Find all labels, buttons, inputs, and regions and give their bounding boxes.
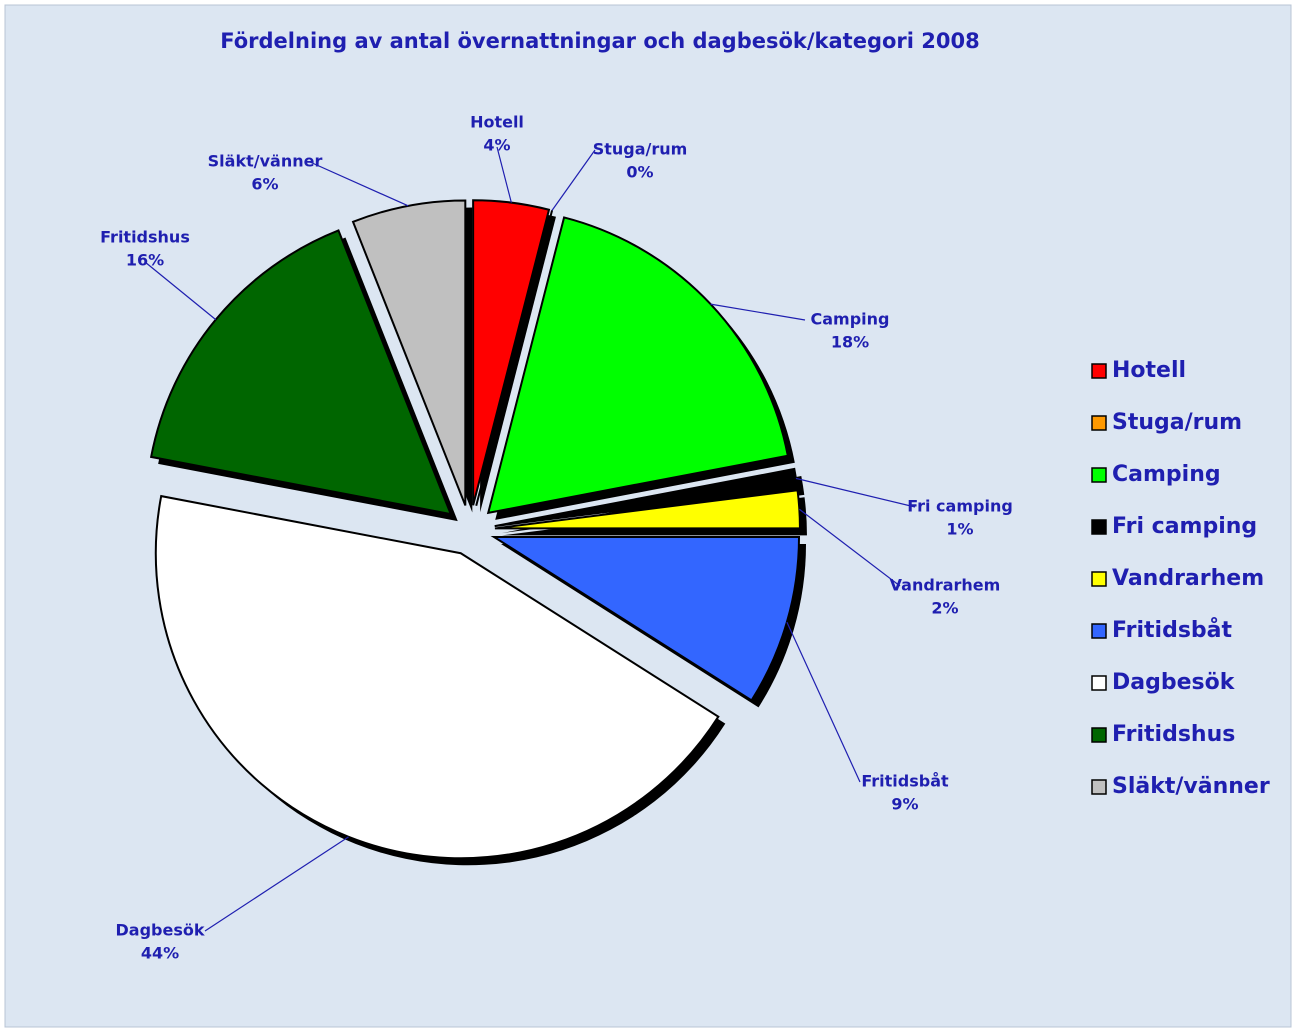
data-label-name: Fritidsbåt (861, 772, 949, 791)
data-label: 6% (251, 175, 278, 194)
legend-swatch (1091, 623, 1107, 639)
legend-label: Fri camping (1112, 514, 1257, 539)
data-label: 4% (483, 136, 510, 155)
slice (490, 535, 801, 702)
data-label-name: Vandrarhem (890, 576, 1001, 595)
data-label: 2% (931, 599, 958, 618)
legend-swatch (1091, 571, 1107, 587)
legend-label: Hotell (1112, 358, 1186, 383)
legend-label: Fritidshus (1112, 722, 1235, 747)
data-label: 44% (141, 944, 179, 963)
leader-line (710, 303, 806, 321)
leader-line (798, 508, 901, 587)
leader-line (204, 836, 349, 932)
leader-line (795, 477, 916, 508)
chart-title: Fördelning av antal övernattningar och d… (220, 29, 980, 53)
leader-line (144, 261, 217, 321)
legend-label: Dagbesök (1112, 670, 1236, 695)
legend-label: Släkt/vänner (1112, 774, 1270, 799)
data-label: 1% (946, 520, 973, 539)
data-label-name: Fritidshus (100, 228, 190, 247)
legend-label: Vandrarhem (1112, 566, 1264, 591)
legend-swatch (1091, 779, 1107, 795)
data-label: 16% (126, 251, 164, 270)
data-label-name: Hotell (470, 113, 524, 132)
slice (475, 210, 554, 507)
legend-label: Stuga/rum (1112, 410, 1242, 435)
data-label-name: Stuga/rum (593, 140, 688, 159)
legend-swatch (1091, 467, 1107, 483)
data-label-name: Dagbesök (116, 921, 205, 940)
leader-line (551, 149, 596, 211)
leader-line (786, 621, 861, 783)
data-label-name: Släkt/vänner (208, 152, 323, 171)
data-label-name: Camping (811, 310, 890, 329)
leader-line (496, 146, 512, 203)
legend-swatch (1091, 675, 1107, 691)
legend-label: Fritidsbåt (1112, 617, 1233, 643)
slice (149, 229, 453, 516)
data-label: 0% (626, 163, 653, 182)
legend-swatch (1091, 363, 1107, 379)
data-label: 18% (831, 333, 869, 352)
data-label: 9% (891, 795, 918, 814)
slice (494, 467, 799, 528)
leader-line (309, 161, 409, 207)
legend-swatch (1091, 519, 1107, 535)
legend-swatch (1091, 727, 1107, 743)
legend-label: Camping (1112, 462, 1221, 487)
data-label-name: Fri camping (907, 497, 1013, 516)
legend-swatch (1091, 415, 1107, 431)
